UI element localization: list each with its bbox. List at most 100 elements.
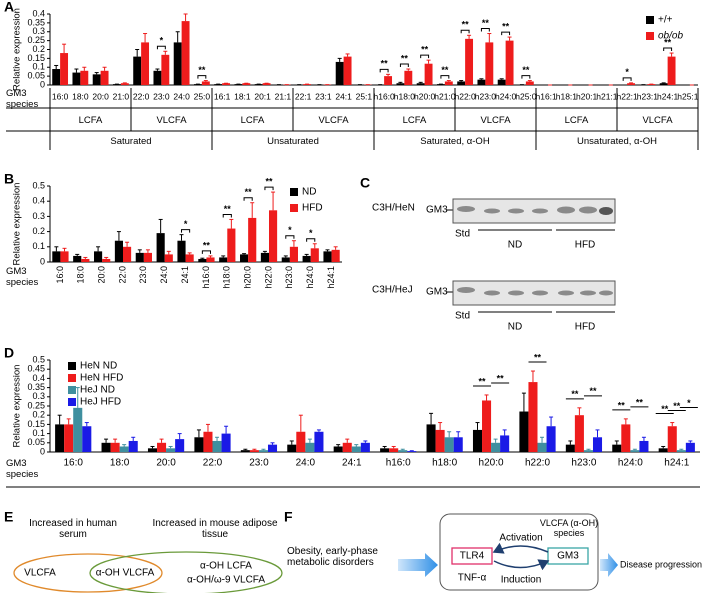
bar bbox=[240, 450, 250, 452]
significance-label: ** bbox=[401, 53, 409, 63]
y-tick-label: 0.1 bbox=[32, 62, 45, 72]
significance-label: * bbox=[625, 67, 629, 77]
bar bbox=[141, 42, 150, 85]
cytokine: TNF-α bbox=[458, 573, 487, 584]
significance-label: ** bbox=[265, 176, 273, 186]
x-tick-label: 24:0 bbox=[159, 266, 169, 284]
x-tick-label: h18:1 bbox=[556, 91, 578, 101]
significance-bracket bbox=[181, 229, 191, 233]
bar bbox=[201, 81, 210, 85]
x-tick-label: h23:1 bbox=[637, 91, 659, 101]
bar bbox=[133, 56, 142, 85]
bar bbox=[60, 53, 69, 85]
bar bbox=[457, 81, 466, 85]
x-axis-label: GM3 species bbox=[6, 458, 39, 480]
bar bbox=[248, 217, 257, 262]
y-tick-label: 0.4 bbox=[32, 373, 45, 383]
group-label: HFD bbox=[575, 240, 596, 251]
bar bbox=[73, 255, 82, 262]
significance-bracket bbox=[306, 238, 316, 242]
x-tick-label: 24:0 bbox=[173, 91, 190, 101]
x-tick-label: 22:0 bbox=[133, 91, 150, 101]
x-tick-label: 23:1 bbox=[315, 91, 332, 101]
std-label: Std bbox=[455, 229, 470, 240]
legend-swatch bbox=[68, 398, 76, 406]
group-label: LCFA bbox=[403, 115, 427, 126]
legend-swatch bbox=[290, 188, 298, 196]
bar bbox=[398, 450, 408, 452]
legend-swatch bbox=[68, 374, 76, 382]
x-tick-label: 25:0 bbox=[194, 91, 211, 101]
legend-swatch bbox=[68, 386, 76, 394]
bar bbox=[485, 42, 494, 85]
x-tick-label: h21:1 bbox=[596, 91, 618, 101]
group-label: LCFA bbox=[241, 115, 265, 126]
bar bbox=[404, 70, 413, 85]
bar bbox=[574, 415, 584, 452]
bar bbox=[592, 437, 603, 452]
x-tick-label: h24:1 bbox=[664, 458, 689, 469]
gel-bands bbox=[457, 206, 613, 215]
y-tick-label: 0.35 bbox=[27, 17, 45, 27]
bar bbox=[128, 440, 138, 452]
y-tick-label: 0.2 bbox=[32, 44, 45, 54]
significance-bracket bbox=[622, 77, 632, 81]
legend-label: +/+ bbox=[658, 15, 673, 26]
bar bbox=[565, 444, 575, 452]
x-tick-label: h16:0 bbox=[373, 91, 395, 101]
bar bbox=[177, 240, 186, 262]
x-tick-label: h20:0 bbox=[479, 458, 504, 469]
bar bbox=[396, 83, 405, 85]
y-tick-label: 0 bbox=[40, 256, 45, 266]
induction-arrow bbox=[493, 559, 550, 571]
x-tick-label: h24:1 bbox=[657, 91, 679, 101]
x-tick-label: h16:1 bbox=[535, 91, 557, 101]
bar bbox=[500, 435, 510, 452]
group-label: LCFA bbox=[79, 115, 103, 126]
bar bbox=[185, 254, 194, 262]
x-tick-label: 16:0 bbox=[55, 266, 65, 284]
bar bbox=[143, 252, 152, 262]
legend-swatch bbox=[646, 32, 654, 40]
significance-bracket bbox=[501, 31, 511, 36]
y-tick-label: 0.1 bbox=[32, 241, 45, 251]
bar bbox=[426, 424, 436, 452]
x-tick-label: 18:0 bbox=[72, 91, 89, 101]
x-tick-label: 21:0 bbox=[113, 91, 130, 101]
legend-label: HFD bbox=[302, 203, 323, 214]
venn-right-title: Increased in mouse adipose tissue bbox=[152, 518, 278, 540]
significance-label: ** bbox=[441, 65, 449, 75]
bar bbox=[221, 433, 231, 452]
bar bbox=[491, 442, 501, 452]
legend-swatch bbox=[68, 362, 76, 370]
y-tick-label: 0.3 bbox=[32, 26, 45, 36]
bar bbox=[424, 63, 433, 85]
x-tick-label: h24:1 bbox=[326, 266, 336, 289]
significance-label: ** bbox=[462, 20, 470, 30]
bar bbox=[360, 442, 370, 452]
input-arrow bbox=[398, 553, 438, 577]
bar bbox=[147, 448, 158, 452]
bar bbox=[120, 83, 129, 85]
x-tick-label: h22:1 bbox=[616, 91, 638, 101]
x-tick-label: 18:1 bbox=[234, 91, 251, 101]
significance-bracket bbox=[379, 68, 389, 73]
outcome: Disease progression bbox=[620, 559, 702, 569]
bar bbox=[314, 431, 324, 452]
group-label: Unsaturated, α-OH bbox=[577, 136, 657, 147]
y-axis-label: Relative expression bbox=[12, 365, 23, 448]
significance-label: ** bbox=[203, 240, 211, 250]
bar bbox=[335, 61, 344, 85]
x-tick-label: 24:1 bbox=[180, 266, 190, 284]
x-tick-label: 23:0 bbox=[249, 458, 269, 469]
x-tick-label: 18:0 bbox=[76, 266, 86, 284]
bar bbox=[546, 426, 556, 452]
x-tick-label: h16:0 bbox=[386, 458, 411, 469]
significance-label: * bbox=[184, 219, 188, 229]
scheme-panel: F TLR4 TNF-α GM3 Activation Induction Di… bbox=[284, 509, 702, 591]
bar bbox=[175, 439, 185, 452]
bar bbox=[212, 440, 222, 452]
bar bbox=[289, 246, 298, 262]
